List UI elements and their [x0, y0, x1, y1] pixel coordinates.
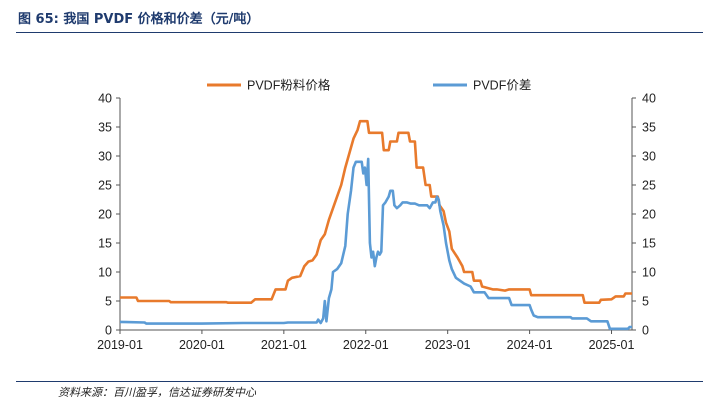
bottom-rule [16, 381, 703, 382]
left-y-tick-label: 5 [105, 295, 112, 309]
chart-series [119, 119, 632, 331]
right-y-tick-label: 20 [642, 208, 656, 222]
legend-label-pvdf-spread: PVDF价差 [473, 79, 531, 93]
left-y-tick-label: 15 [98, 237, 112, 251]
source-note: 资料来源：百川盈孚，信达证券研发中心 [58, 386, 256, 399]
left-y-tick-label: 10 [98, 266, 112, 280]
left-y-tick-label: 35 [98, 121, 112, 135]
left-y-tick-label: 30 [98, 150, 112, 164]
right-y-tick-label: 15 [642, 237, 656, 251]
legend-label-pvdf-price: PVDF粉料价格 [247, 78, 331, 93]
x-tick-label: 2024-01 [507, 338, 553, 352]
right-y-tick-label: 10 [642, 266, 656, 280]
chart-ticks: 0 5 10 15 20 25 30 35 40 0 5 10 15 20 25 30 35 40 2019-01 2… [97, 92, 656, 353]
x-tick-label: 2023-01 [425, 338, 471, 352]
x-tick-label: 2025-01 [589, 338, 635, 352]
chart-legend: PVDF粉料价格 PVDF价差 [207, 78, 531, 93]
right-y-tick-label: 0 [642, 324, 649, 338]
right-y-tick-label: 35 [642, 121, 656, 135]
left-y-tick-label: 40 [98, 92, 112, 106]
x-tick-label: 2019-01 [97, 338, 143, 352]
x-tick-label: 2021-01 [261, 338, 307, 352]
series-line-pvdf-spread [119, 157, 632, 331]
left-y-tick-label: 25 [98, 179, 112, 193]
top-rule [16, 32, 703, 33]
right-y-tick-label: 40 [642, 92, 656, 106]
x-tick-label: 2020-01 [179, 338, 225, 352]
right-y-tick-label: 25 [642, 179, 656, 193]
right-y-tick-label: 30 [642, 150, 656, 164]
left-y-tick-label: 20 [98, 208, 112, 222]
figure-title: 图 65: 我国 PVDF 价格和价差（元/吨） [18, 12, 260, 27]
left-y-tick-label: 0 [105, 324, 112, 338]
x-tick-label: 2022-01 [343, 338, 389, 352]
right-y-tick-label: 5 [642, 295, 649, 309]
series-line-pvdf-price [120, 119, 632, 304]
